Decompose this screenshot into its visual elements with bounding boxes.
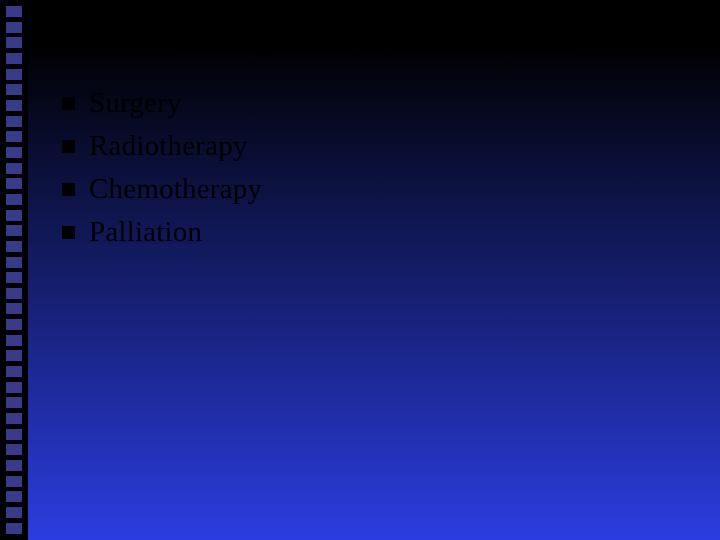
decorative-tick: [6, 460, 22, 471]
decorative-tick: [6, 382, 22, 393]
decorative-tick: [6, 413, 22, 424]
bullet-text: Chemotherapy: [89, 170, 262, 209]
decorative-tick: [6, 6, 22, 17]
bullet-text: Palliation: [89, 213, 202, 252]
decorative-tick: [6, 288, 22, 299]
decorative-tick: [6, 507, 22, 518]
decorative-tick: [6, 178, 22, 189]
decorative-tick: [6, 523, 22, 534]
bullet-item: Palliation: [62, 213, 690, 252]
decorative-tick: [6, 272, 22, 283]
decorative-tick: [6, 147, 22, 158]
presentation-slide: Management of mesothelioma Surgery Radiot…: [0, 0, 720, 540]
decorative-tick: [6, 303, 22, 314]
decorative-tick: [6, 131, 22, 142]
decorative-tick: [6, 100, 22, 111]
decorative-tick: [6, 53, 22, 64]
decorative-tick: [6, 84, 22, 95]
slide-title: Management of mesothelioma: [112, 24, 640, 58]
decorative-tick: [6, 37, 22, 48]
decorative-tick: [6, 257, 22, 268]
bullet-text: Surgery: [89, 84, 182, 123]
decorative-tick: [6, 366, 22, 377]
decorative-tick: [6, 476, 22, 487]
decorative-tick: [6, 319, 22, 330]
bullet-item: Surgery: [62, 84, 690, 123]
decorative-tick: [6, 194, 22, 205]
decorative-tick: [6, 491, 22, 502]
square-bullet-icon: [62, 140, 75, 153]
decorative-tick: [6, 22, 22, 33]
decorative-tick: [6, 116, 22, 127]
decorative-tick: [6, 241, 22, 252]
decorative-tick: [6, 210, 22, 221]
decorative-tick: [6, 335, 22, 346]
square-bullet-icon: [62, 183, 75, 196]
decorative-tick: [6, 444, 22, 455]
left-decorative-strip: [0, 0, 28, 540]
decorative-tick: [6, 163, 22, 174]
decorative-tick: [6, 69, 22, 80]
bullet-item: Radiotherapy: [62, 127, 690, 166]
square-bullet-icon: [62, 226, 75, 239]
decorative-tick: [6, 225, 22, 236]
decorative-tick: [6, 429, 22, 440]
bullet-text: Radiotherapy: [89, 127, 248, 166]
decorative-tick: [6, 397, 22, 408]
square-bullet-icon: [62, 97, 75, 110]
slide-content-area: Management of mesothelioma Surgery Radiot…: [28, 0, 720, 540]
bullet-list: Surgery Radiotherapy Chemotherapy Palliatio…: [62, 84, 690, 253]
bullet-item: Chemotherapy: [62, 170, 690, 209]
decorative-tick: [6, 350, 22, 361]
